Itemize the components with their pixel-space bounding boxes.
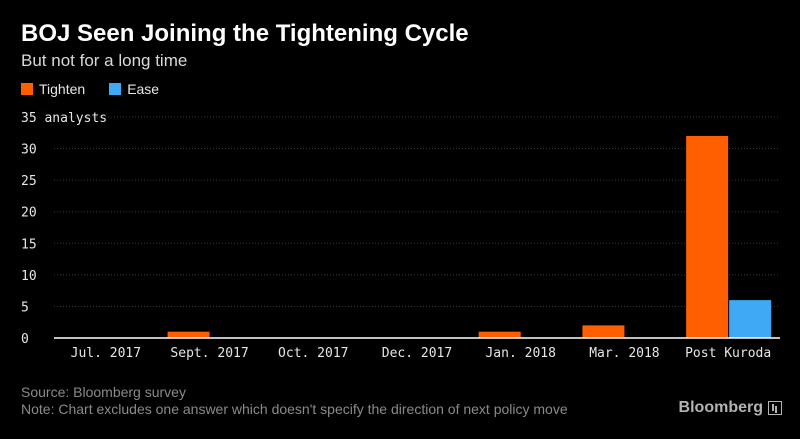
x-tick-label: Jul. 2017 bbox=[71, 346, 141, 361]
x-tick-label: Sept. 2017 bbox=[170, 346, 248, 361]
legend: Tighten Ease bbox=[21, 81, 183, 97]
legend-swatch-tighten bbox=[21, 83, 33, 95]
y-tick-label: 20 bbox=[21, 206, 37, 221]
x-tick-label: Jan. 2018 bbox=[485, 346, 555, 361]
chart-title: BOJ Seen Joining the Tightening Cycle bbox=[21, 20, 469, 47]
legend-label-tighten: Tighten bbox=[39, 81, 86, 97]
chart-icon bbox=[768, 401, 782, 415]
bar-ease bbox=[729, 300, 772, 338]
y-tick-label: 0 bbox=[21, 332, 29, 347]
y-tick-label: 30 bbox=[21, 143, 37, 158]
x-tick-label: Mar. 2018 bbox=[589, 346, 659, 361]
bloomberg-logo: Bloomberg bbox=[679, 399, 782, 417]
brand-label: Bloomberg bbox=[678, 399, 763, 416]
y-tick-label: 15 bbox=[21, 237, 37, 252]
y-tick-label: 35 analysts bbox=[21, 111, 107, 126]
x-tick-label: Post Kuroda bbox=[685, 346, 771, 361]
chart-note: Note: Chart excludes one answer which do… bbox=[21, 401, 568, 417]
legend-label-ease: Ease bbox=[127, 81, 160, 97]
source-note: Source: Bloomberg survey bbox=[21, 384, 186, 400]
bar-tighten bbox=[478, 331, 521, 338]
bar-tighten bbox=[167, 331, 210, 338]
y-tick-label: 10 bbox=[21, 269, 37, 284]
chart-subtitle: But not for a long time bbox=[21, 51, 188, 70]
x-tick-label: Oct. 2017 bbox=[278, 346, 348, 361]
y-tick-label: 25 bbox=[21, 174, 37, 189]
legend-item-tighten: Tighten bbox=[21, 81, 85, 97]
bar-tighten bbox=[686, 135, 729, 338]
bar-tighten bbox=[582, 325, 625, 338]
y-tick-label: 5 bbox=[21, 300, 29, 315]
legend-item-ease: Ease bbox=[109, 81, 159, 97]
x-tick-label: Dec. 2017 bbox=[382, 346, 452, 361]
footer: Source: Bloomberg survey Note: Chart exc… bbox=[21, 384, 568, 418]
legend-swatch-ease bbox=[109, 83, 122, 95]
